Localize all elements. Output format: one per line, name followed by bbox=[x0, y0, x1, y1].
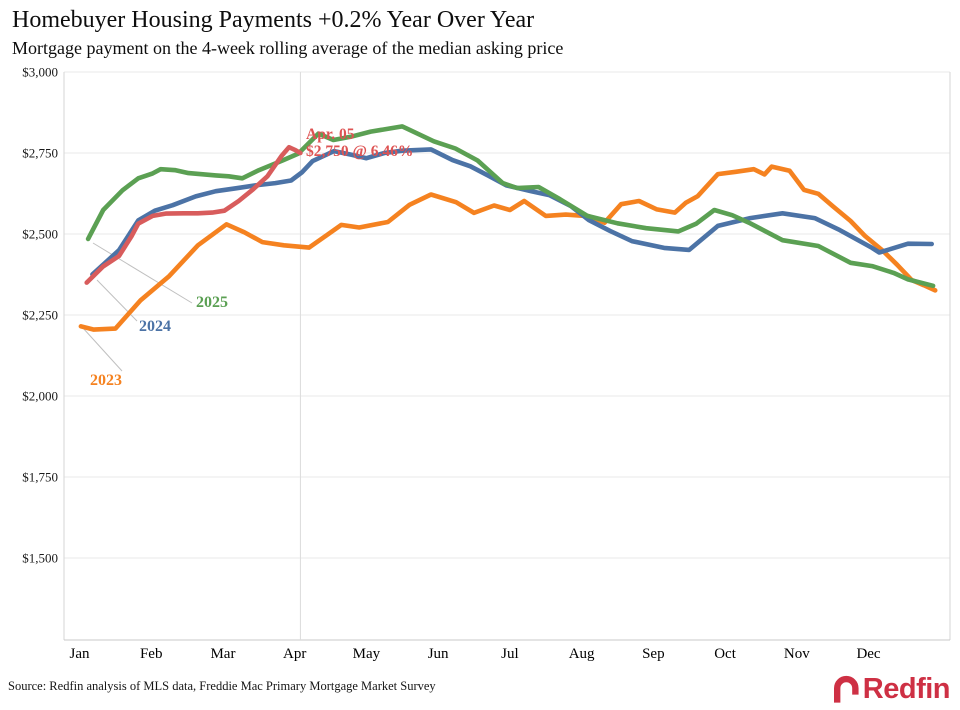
x-tick-label-mar: Mar bbox=[210, 646, 235, 662]
x-tick-label-may: May bbox=[353, 646, 381, 662]
y-tick-label: $2,750 bbox=[22, 146, 58, 161]
annotation-date: Apr. 05 bbox=[306, 126, 355, 143]
x-tick-label-feb: Feb bbox=[140, 646, 163, 662]
y-tick-label: $3,000 bbox=[22, 65, 58, 80]
page-title: Homebuyer Housing Payments +0.2% Year Ov… bbox=[12, 7, 535, 33]
y-tick-label: $1,750 bbox=[22, 470, 58, 485]
redfin-logo-mark-icon bbox=[833, 675, 859, 703]
year-label-2024: 2024 bbox=[139, 318, 171, 335]
series-line-2023 bbox=[78, 164, 938, 332]
x-tick-label-jun: Jun bbox=[428, 646, 449, 662]
series-line-2024 bbox=[90, 147, 935, 277]
source-note: Source: Redfin analysis of MLS data, Fre… bbox=[8, 679, 436, 693]
x-tick-label-jul: Jul bbox=[501, 646, 519, 662]
x-tick-label-oct: Oct bbox=[714, 646, 736, 662]
year-label-2025: 2025 bbox=[196, 294, 228, 311]
y-tick-label: $2,250 bbox=[22, 308, 58, 323]
x-tick-label-nov: Nov bbox=[784, 646, 810, 662]
redfin-logo-text: Redfin bbox=[862, 673, 951, 705]
x-tick-label-dec: Dec bbox=[856, 646, 880, 662]
x-tick-label-sep: Sep bbox=[642, 646, 665, 662]
series-line-current-year bbox=[84, 144, 303, 285]
leader-line bbox=[92, 242, 193, 304]
y-tick-label: $2,500 bbox=[22, 227, 58, 242]
y-tick-label: $2,000 bbox=[22, 389, 58, 404]
annotation-value: $2,750 @ 6.46% bbox=[306, 143, 414, 160]
leader-line bbox=[82, 327, 123, 372]
page-subtitle: Mortgage payment on the 4-week rolling a… bbox=[12, 38, 564, 58]
series-line-2025 bbox=[85, 124, 936, 289]
year-label-2023: 2023 bbox=[90, 372, 122, 389]
x-tick-label-jan: Jan bbox=[70, 646, 90, 662]
x-tick-label-apr: Apr bbox=[283, 646, 306, 662]
annotation: Apr. 05 $2,750 @ 6.46% bbox=[306, 126, 413, 160]
y-tick-label: $1,500 bbox=[22, 551, 58, 566]
redfin-logo: Redfin bbox=[831, 672, 951, 706]
x-tick-label-aug: Aug bbox=[569, 646, 595, 662]
